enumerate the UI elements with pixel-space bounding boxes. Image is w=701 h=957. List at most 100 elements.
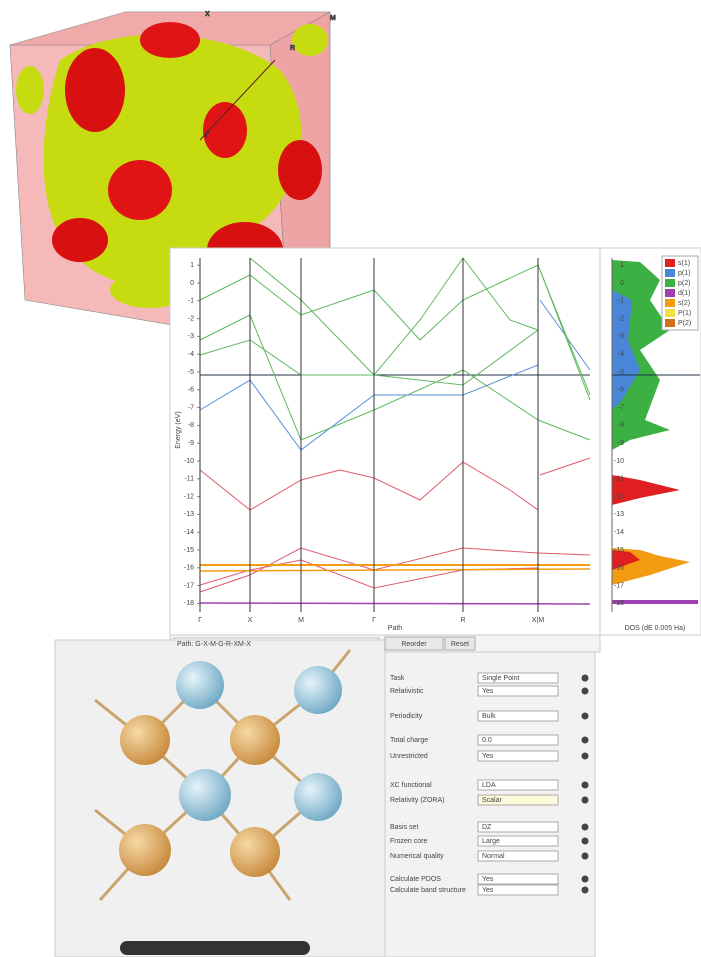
- y-tick-label: -16: [614, 565, 624, 572]
- setting-value: DZ: [482, 824, 492, 831]
- x-axis-label: DOS (dE 0.005 Ha): [625, 625, 686, 632]
- y-tick-label: 0: [190, 280, 194, 287]
- y-tick-label: 1: [190, 262, 194, 269]
- setting-label: Relativity (ZORA): [390, 797, 444, 804]
- y-tick-label: -7: [618, 404, 624, 411]
- setting-field[interactable]: [477, 710, 559, 722]
- k-label: X: [205, 11, 210, 18]
- legend-swatch: [665, 289, 675, 297]
- setting-label: Calculate band structure: [390, 887, 466, 894]
- help-icon[interactable]: [581, 823, 589, 831]
- x-tick-label: Γ: [372, 617, 376, 624]
- setting-label: Total charge: [390, 737, 428, 744]
- y-tick-label: -18: [184, 600, 194, 607]
- legend-label: s(2): [678, 300, 690, 307]
- y-tick-label: -8: [618, 422, 624, 429]
- help-icon[interactable]: [581, 736, 589, 744]
- y-tick-label: -9: [618, 440, 624, 447]
- x-tick-label: Γ: [198, 617, 202, 624]
- setting-value: Scalar: [482, 797, 503, 804]
- help-icon[interactable]: [581, 852, 589, 860]
- button-label: Reset: [451, 641, 469, 648]
- x-tick-label: M: [298, 617, 304, 624]
- y-axis-label: Energy (eV): [175, 411, 182, 448]
- y-tick-label: 0: [620, 280, 624, 287]
- setting-value: Normal: [482, 853, 505, 860]
- help-icon[interactable]: [581, 837, 589, 845]
- k-label: R: [290, 45, 295, 52]
- help-icon[interactable]: [581, 796, 589, 804]
- legend-swatch: [665, 319, 675, 327]
- legend-swatch: [665, 259, 675, 267]
- y-tick-label: -10: [614, 458, 624, 465]
- x-tick-label: X: [248, 617, 253, 624]
- setting-label: Periodicity: [390, 713, 423, 720]
- setting-label: Frozen core: [390, 838, 427, 845]
- y-tick-label: -6: [188, 387, 194, 394]
- help-icon[interactable]: [581, 687, 589, 695]
- help-icon[interactable]: [581, 674, 589, 682]
- setting-label: Numerical quality: [390, 853, 444, 860]
- y-tick-label: -2: [618, 315, 624, 322]
- y-tick-label: -16: [184, 565, 194, 572]
- k-label: Γ: [205, 132, 210, 139]
- legend-swatch: [665, 299, 675, 307]
- help-icon[interactable]: [581, 712, 589, 720]
- setting-field[interactable]: [477, 884, 559, 896]
- setting-field[interactable]: [477, 685, 559, 697]
- setting-value: Bulk: [482, 713, 496, 720]
- y-tick-label: -1: [188, 298, 194, 305]
- help-icon[interactable]: [581, 875, 589, 883]
- setting-field[interactable]: [477, 850, 559, 862]
- y-tick-label: -10: [184, 458, 194, 465]
- setting-field[interactable]: [477, 835, 559, 847]
- setting-label: Unrestricted: [390, 753, 428, 760]
- x-tick-label: X|M: [532, 617, 544, 624]
- band-panel: [169, 247, 601, 636]
- setting-field[interactable]: [477, 672, 559, 684]
- x-tick-label: R: [460, 617, 465, 624]
- legend-label: d(1): [678, 290, 690, 297]
- y-tick-label: -17: [184, 582, 194, 589]
- y-tick-label: -11: [614, 476, 624, 483]
- y-tick-label: -2: [188, 315, 194, 322]
- legend-label: P(2): [678, 320, 691, 327]
- legend-label: P(1): [678, 310, 691, 317]
- legend-swatch: [665, 309, 675, 317]
- y-tick-label: -14: [184, 529, 194, 536]
- legend-label: p(1): [678, 270, 690, 277]
- setting-field[interactable]: [477, 779, 559, 791]
- help-icon[interactable]: [581, 752, 589, 760]
- y-tick-label: -8: [188, 422, 194, 429]
- setting-value: Large: [482, 838, 500, 845]
- setting-field[interactable]: [477, 734, 559, 746]
- y-tick-label: -11: [184, 476, 194, 483]
- button[interactable]: [444, 636, 476, 651]
- setting-label: Calculate PDOS: [390, 876, 441, 883]
- y-tick-label: -3: [188, 333, 194, 340]
- setting-value: 0.0: [482, 737, 492, 744]
- legend-label: s(1): [678, 260, 690, 267]
- button-label: Reorder: [401, 641, 427, 648]
- y-tick-label: -14: [614, 529, 624, 536]
- button[interactable]: [384, 636, 444, 651]
- setting-field[interactable]: [477, 794, 559, 806]
- help-icon[interactable]: [581, 781, 589, 789]
- setting-field[interactable]: [477, 873, 559, 885]
- y-tick-label: -13: [184, 511, 194, 518]
- y-tick-label: -15: [184, 547, 194, 554]
- setting-field[interactable]: [477, 750, 559, 762]
- help-icon[interactable]: [581, 886, 589, 894]
- dos-curves: [612, 260, 700, 604]
- legend-label: p(2): [678, 280, 690, 287]
- setting-field[interactable]: [477, 821, 559, 833]
- y-tick-label: -3: [618, 333, 624, 340]
- lattice: [94, 649, 352, 902]
- legend-swatch: [665, 279, 675, 287]
- legend-swatch: [665, 269, 675, 277]
- y-tick-label: -4: [618, 351, 624, 358]
- viewer-toolbar[interactable]: [120, 941, 310, 955]
- y-tick-label: -13: [614, 511, 624, 518]
- y-tick-label: -12: [614, 493, 624, 500]
